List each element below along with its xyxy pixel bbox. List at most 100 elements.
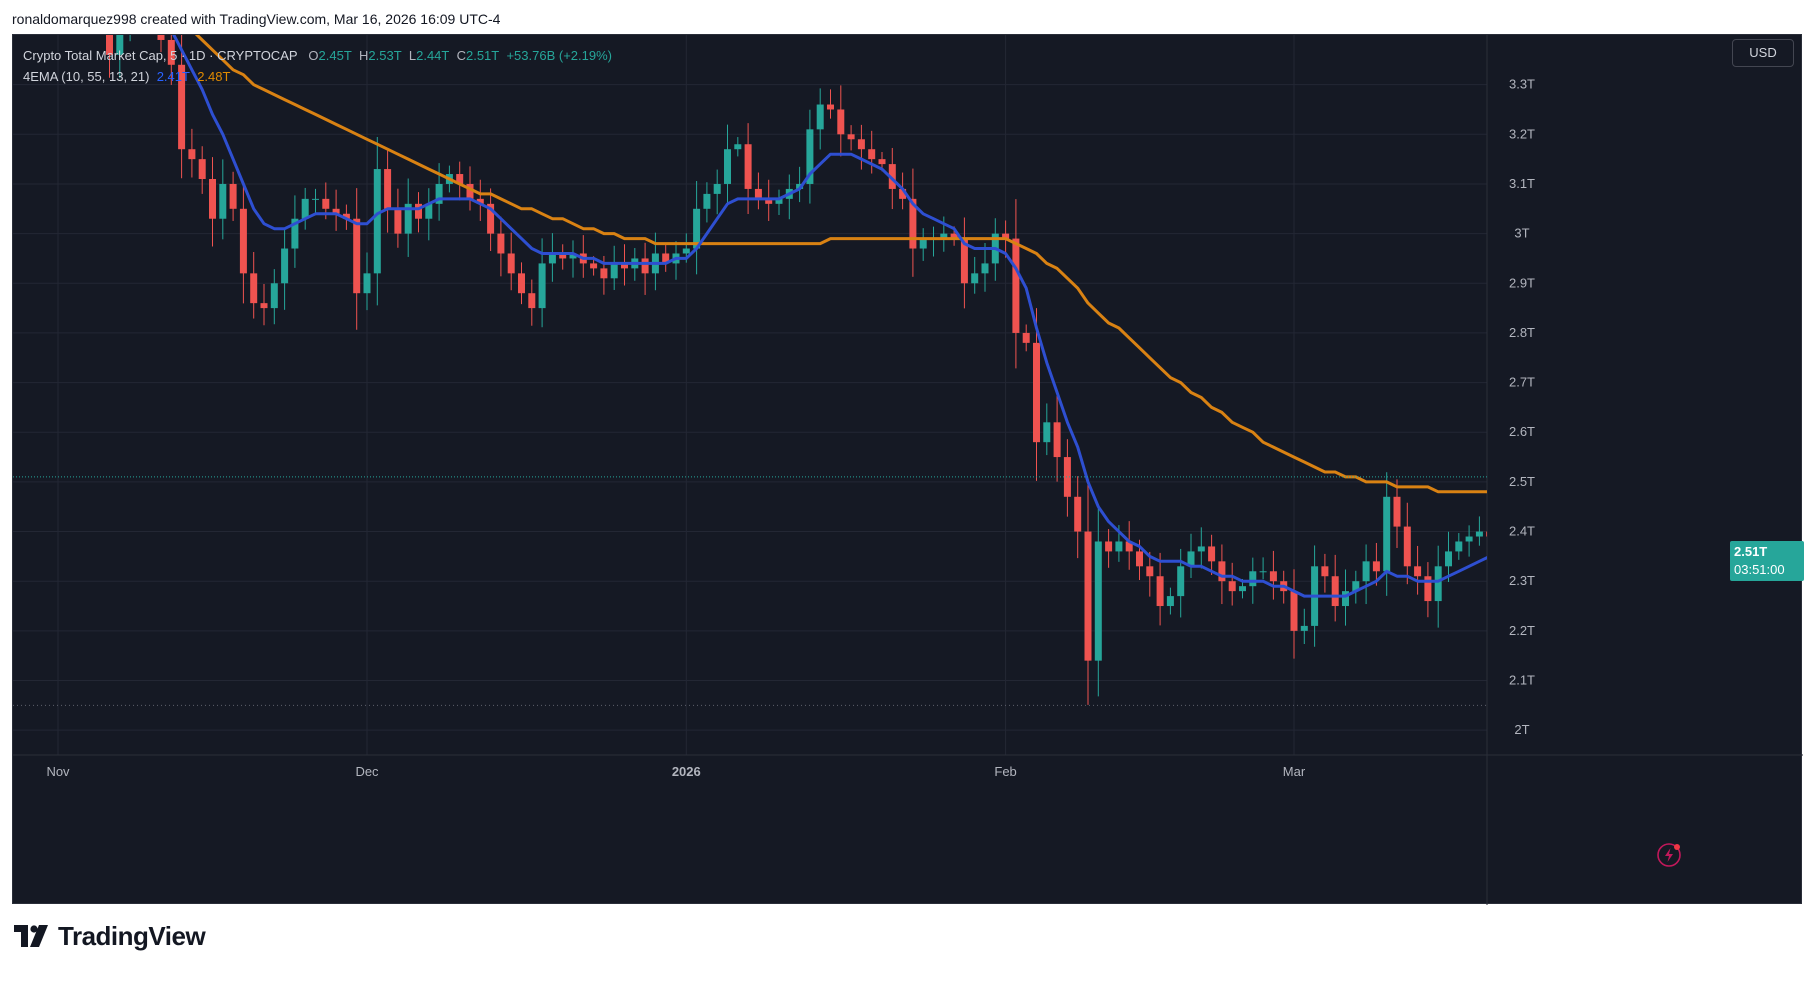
candle-body (538, 263, 546, 309)
candle-body (1424, 576, 1432, 602)
candle-body (435, 183, 443, 204)
y-tick-label: 2.6T (1509, 424, 1535, 439)
y-tick-label: 3.3T (1509, 77, 1535, 92)
candle-body (415, 203, 422, 219)
candle-body (1177, 566, 1185, 597)
candlestick-chart[interactable]: 2T 2.1T 2.2T 2.3T 2.4T 2.5T 2.6T 2.7T 2.8T 2.9T 3T… (13, 35, 1803, 905)
tradingview-logo[interactable]: TradingView (14, 916, 206, 956)
candle-body (188, 149, 196, 160)
candle-body (847, 134, 855, 140)
candle-body (312, 198, 319, 200)
candle-body (497, 233, 505, 254)
close-value: 2.51T (465, 48, 500, 63)
y-tick-label: 2.9T (1509, 275, 1535, 290)
candle-body (466, 183, 474, 199)
candle-body (868, 149, 876, 160)
candle-body (1497, 532, 1504, 537)
candle-body (1475, 531, 1483, 537)
candle-body (1166, 596, 1174, 607)
candle-body (1033, 342, 1040, 443)
candle-body (332, 208, 340, 214)
low-value: 2.44T (416, 48, 450, 63)
tradingview-logo-icon (14, 925, 48, 947)
y-tick-label: 2.3T (1509, 573, 1535, 588)
y-tick-label: 2.5T (1509, 474, 1535, 489)
candle-body (837, 109, 845, 135)
candle-body (1414, 566, 1422, 577)
candle-body (167, 39, 175, 65)
candle-body (239, 208, 247, 274)
candle-body (1146, 566, 1154, 577)
candle-body (394, 208, 402, 234)
candle-body (1218, 561, 1226, 582)
candle-body (1115, 541, 1123, 552)
candle-body (1187, 551, 1195, 567)
candle-body (198, 159, 206, 179)
indicator-title[interactable]: 4EMA (10, 55, 13, 21) (23, 69, 150, 84)
ema-slow-value: 2.48T (197, 69, 231, 84)
candle-body (971, 273, 979, 284)
candle-body (713, 183, 721, 194)
candle-body (888, 164, 896, 189)
y-tick-label: 2.7T (1509, 375, 1535, 390)
low-label: L (408, 48, 417, 63)
high-value: 2.53T (368, 48, 402, 63)
candle-body (260, 303, 268, 309)
candle-body (342, 213, 350, 219)
candle-body (1455, 541, 1463, 552)
symbol-title[interactable]: Crypto Total Market Cap, 5 · 1D · CRYPTO… (23, 48, 298, 63)
chart-attribution: ronaldomarquez998 created with TradingVi… (12, 11, 501, 27)
y-tick-label: 2.4T (1509, 524, 1535, 539)
candle-body (1063, 457, 1071, 497)
candle-body (940, 233, 948, 239)
candle-body (724, 149, 731, 184)
candle-body (765, 198, 773, 204)
change-value: +53.76B (+2.19%) (506, 48, 612, 63)
close-label: C (456, 48, 466, 63)
candle-body (1136, 551, 1143, 567)
candle-body (806, 129, 814, 184)
candle-body (528, 293, 536, 309)
candle-body (981, 263, 989, 274)
ema-slow-line (194, 35, 1487, 494)
candle-body (1022, 332, 1030, 343)
x-tick-label: Nov (46, 764, 70, 779)
x-tick-label: 2026 (672, 764, 701, 779)
candle-body (518, 273, 525, 294)
candle-body (1352, 581, 1360, 592)
candle-body (775, 198, 783, 204)
candle-body (106, 35, 113, 55)
candle-body (1074, 496, 1082, 532)
candle-body (1362, 561, 1370, 582)
y-tick-label: 2.1T (1509, 673, 1535, 688)
candle-body (363, 273, 371, 294)
open-value: 2.45T (318, 48, 352, 63)
y-tick-label: 2.8T (1509, 325, 1535, 340)
candle-body (1228, 581, 1236, 592)
candle-body (610, 263, 618, 279)
candle-body (600, 268, 608, 279)
currency-button[interactable]: USD (1732, 39, 1794, 67)
candle-body (1445, 551, 1452, 567)
candle-body (662, 253, 670, 264)
candle-body (507, 253, 515, 274)
candle-body (404, 203, 412, 234)
lightning-icon[interactable] (1656, 842, 1682, 868)
candle-body (816, 104, 824, 130)
candle-body (1393, 496, 1401, 527)
candle-body (1053, 422, 1061, 458)
candle-body (899, 188, 907, 199)
last-price-value: 2.51T (1734, 544, 1768, 559)
candle-body (425, 203, 433, 219)
candle-body (456, 174, 464, 184)
candle-body (322, 198, 330, 209)
y-tick-label: 2.2T (1509, 623, 1535, 638)
candle-body (1383, 496, 1391, 572)
candle-body (744, 144, 752, 189)
candle-body (621, 263, 628, 269)
indicator-row: 4EMA (10, 55, 13, 21) 2.41T 2.48T (23, 66, 612, 87)
candle-body (1208, 546, 1216, 562)
chart-panel[interactable]: 2T 2.1T 2.2T 2.3T 2.4T 2.5T 2.6T 2.7T 2.8T 2.9T 3T… (12, 34, 1804, 905)
candle-body (384, 169, 392, 209)
x-tick-label: Feb (994, 764, 1016, 779)
